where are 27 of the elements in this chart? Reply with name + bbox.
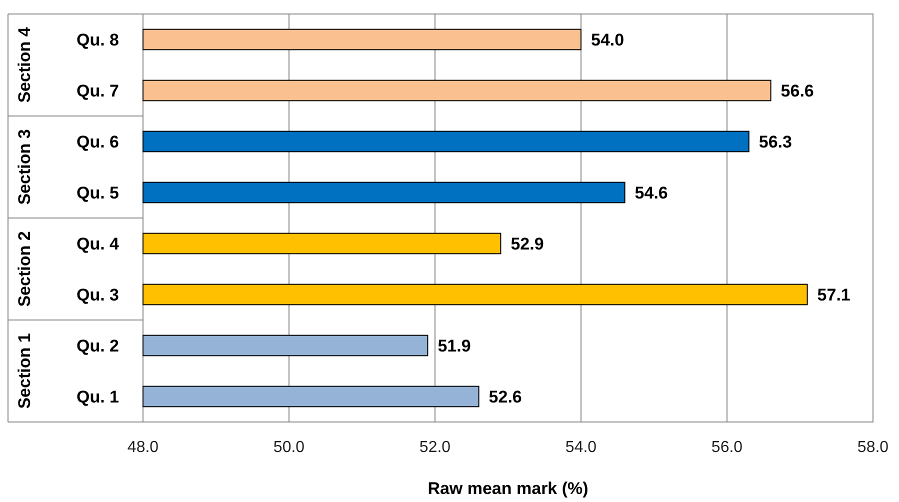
text: Section 2: [14, 231, 34, 307]
x-tick-label: 52.0: [419, 439, 451, 456]
x-tick-label: 50.0: [273, 439, 305, 456]
data-label: 52.9: [510, 234, 544, 254]
y-tick-label: Qu. 8: [76, 30, 119, 50]
data-label: 51.9: [438, 336, 471, 356]
x-tick-label: 48.0: [127, 439, 159, 456]
y-tick-label: Qu. 6: [76, 132, 119, 152]
y-tick-label: Qu. 2: [76, 336, 119, 356]
data-label: 56.3: [758, 132, 792, 152]
data-label: 52.6: [488, 387, 522, 406]
x-axis-title: Raw mean mark (%): [428, 479, 588, 498]
y-tick-label: Qu. 3: [76, 285, 119, 304]
text: Section 3: [14, 129, 34, 205]
x-tick-label: 54.0: [565, 439, 597, 456]
data-label: 57.1: [817, 285, 850, 304]
text: Section 1: [14, 333, 34, 409]
text: Section 4: [14, 26, 34, 103]
x-tick-label: 56.0: [711, 439, 743, 456]
data-label: 56.6: [780, 81, 814, 100]
x-tick-label: 58.0: [857, 439, 889, 456]
y-tick-label: Qu. 1: [76, 387, 119, 406]
y-tick-label: Qu. 4: [76, 234, 120, 254]
y-tick-label: Qu. 7: [76, 81, 119, 100]
data-label: 54.6: [634, 183, 668, 202]
data-label: 54.0: [591, 30, 624, 50]
y-tick-label: Qu. 5: [76, 183, 119, 202]
